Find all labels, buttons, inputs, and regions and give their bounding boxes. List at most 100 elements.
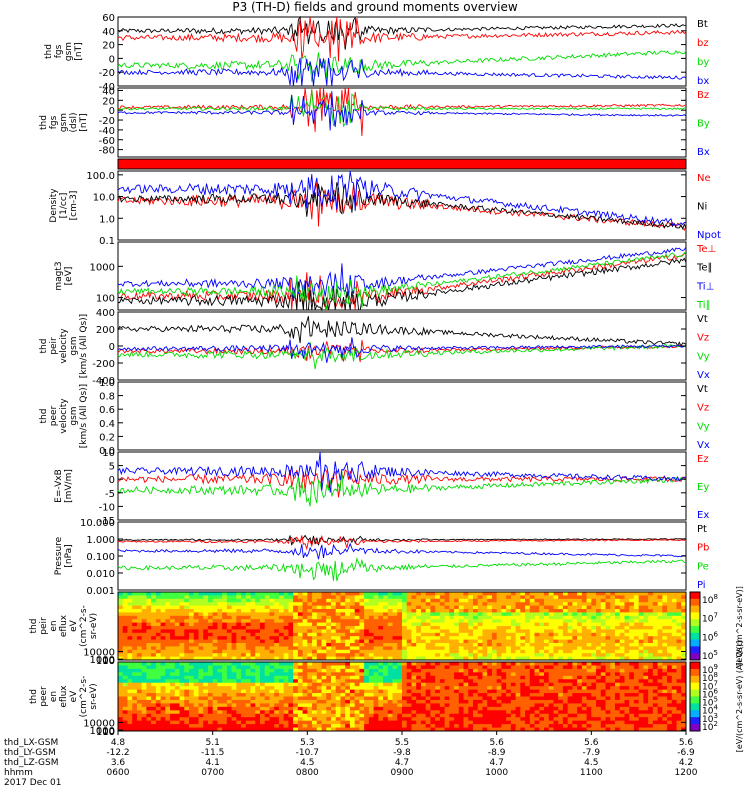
heatmap-cell: [146, 675, 152, 680]
heatmap-cell: [581, 605, 587, 610]
y-axis-label: [nT]: [74, 42, 84, 60]
heatmap-cell: [122, 639, 128, 644]
heatmap-cell: [468, 717, 474, 722]
heatmap-cell: [411, 679, 417, 684]
heatmap-cell: [586, 632, 592, 637]
heatmap-cell: [118, 632, 124, 637]
heatmap-cell: [165, 717, 171, 722]
heatmap-cell: [207, 639, 214, 644]
heatmap-cell: [321, 665, 327, 670]
heatmap-cell: [558, 713, 564, 718]
heatmap-cell: [122, 682, 128, 687]
heatmap-cell: [652, 619, 658, 623]
heatmap-cell: [387, 632, 393, 637]
heatmap-cell: [331, 713, 337, 718]
heatmap-cell: [383, 689, 389, 694]
heatmap-cell: [174, 609, 180, 613]
heatmap-cell: [572, 639, 578, 644]
heatmap-cell: [179, 706, 185, 711]
heatmap-cell: [605, 679, 611, 684]
heatmap-cell: [174, 602, 180, 606]
heatmap-cell: [184, 727, 190, 732]
heatmap-cell: [288, 693, 294, 697]
heatmap-cell: [624, 703, 630, 708]
heatmap-cell: [326, 679, 332, 684]
heatmap-cell: [160, 717, 166, 722]
heatmap-cell: [439, 639, 445, 644]
y-axis-label: sr-eV): [89, 613, 99, 639]
heatmap-cell: [629, 639, 635, 644]
heatmap-cell: [534, 703, 540, 708]
heatmap-cell: [463, 713, 469, 718]
heatmap-cell: [226, 639, 232, 644]
heatmap-cell: [160, 689, 166, 694]
heatmap-cell: [278, 595, 285, 600]
heatmap-cell: [241, 602, 247, 606]
heatmap-cell: [581, 592, 587, 596]
heatmap-cell: [411, 706, 417, 711]
heatmap-cell: [510, 643, 516, 647]
heatmap-cell: [245, 609, 251, 613]
heatmap-cell: [359, 602, 365, 606]
heatmap-cell: [416, 615, 422, 620]
heatmap-cell: [354, 592, 360, 596]
heatmap-cell: [643, 682, 649, 687]
heatmap-cell: [430, 724, 436, 728]
heatmap-cell: [444, 720, 450, 725]
heatmap-cell: [624, 672, 630, 677]
heatmap-cell: [373, 619, 379, 623]
heatmap-cell: [596, 689, 602, 694]
heatmap-cell: [506, 598, 512, 603]
heatmap-cell: [643, 720, 649, 725]
heatmap-cell: [491, 720, 498, 725]
heatmap-cell: [581, 675, 587, 680]
heatmap-cell: [184, 592, 190, 596]
heatmap-cell: [151, 720, 157, 725]
heatmap-cell: [406, 706, 412, 711]
heatmap-cell: [151, 675, 157, 680]
heatmap-cell: [203, 713, 209, 718]
heatmap-cell: [473, 646, 479, 651]
heatmap-cell: [316, 626, 322, 630]
heatmap-cell: [638, 717, 644, 722]
heatmap-cell: [449, 672, 455, 677]
heatmap-cell: [662, 696, 668, 701]
heatmap-cell: [449, 675, 455, 680]
heatmap-cell: [340, 696, 346, 701]
heatmap-cell: [387, 727, 393, 732]
heatmap-cell: [283, 706, 289, 711]
heatmap-cell: [378, 615, 384, 620]
heatmap-cell: [165, 653, 171, 657]
heatmap-cell: [506, 649, 512, 654]
heatmap-cell: [449, 622, 455, 627]
heatmap-cell: [652, 598, 658, 603]
heatmap-cell: [615, 653, 621, 657]
heatmap-cell: [477, 710, 483, 715]
heatmap-cell: [525, 602, 531, 606]
heatmap-cell: [368, 609, 374, 613]
legend-label-Vy: Vy: [697, 421, 710, 432]
colorbar-frame: [689, 591, 701, 661]
heatmap-cell: [411, 656, 417, 661]
heatmap-cell: [340, 662, 346, 666]
heatmap-cell: [544, 612, 550, 617]
heatmap-cell: [378, 598, 384, 603]
heatmap-cell: [207, 643, 214, 647]
heatmap-cell: [321, 626, 327, 630]
heatmap-cell: [198, 696, 204, 701]
heatmap-cell: [359, 665, 365, 670]
heatmap-cell: [141, 706, 147, 711]
heatmap-cell: [501, 646, 507, 651]
heatmap-cell: [482, 615, 488, 620]
heatmap-cell: [160, 703, 166, 708]
heatmap-cell: [596, 724, 602, 728]
heatmap-cell: [316, 693, 322, 697]
heatmap-cell: [203, 592, 209, 596]
heatmap-cell: [387, 595, 393, 600]
heatmap-cell: [141, 605, 147, 610]
heatmap-cell: [435, 609, 441, 613]
series-line-Pb: [117, 534, 687, 551]
heatmap-cell: [515, 612, 521, 617]
heatmap-cell: [378, 595, 384, 600]
